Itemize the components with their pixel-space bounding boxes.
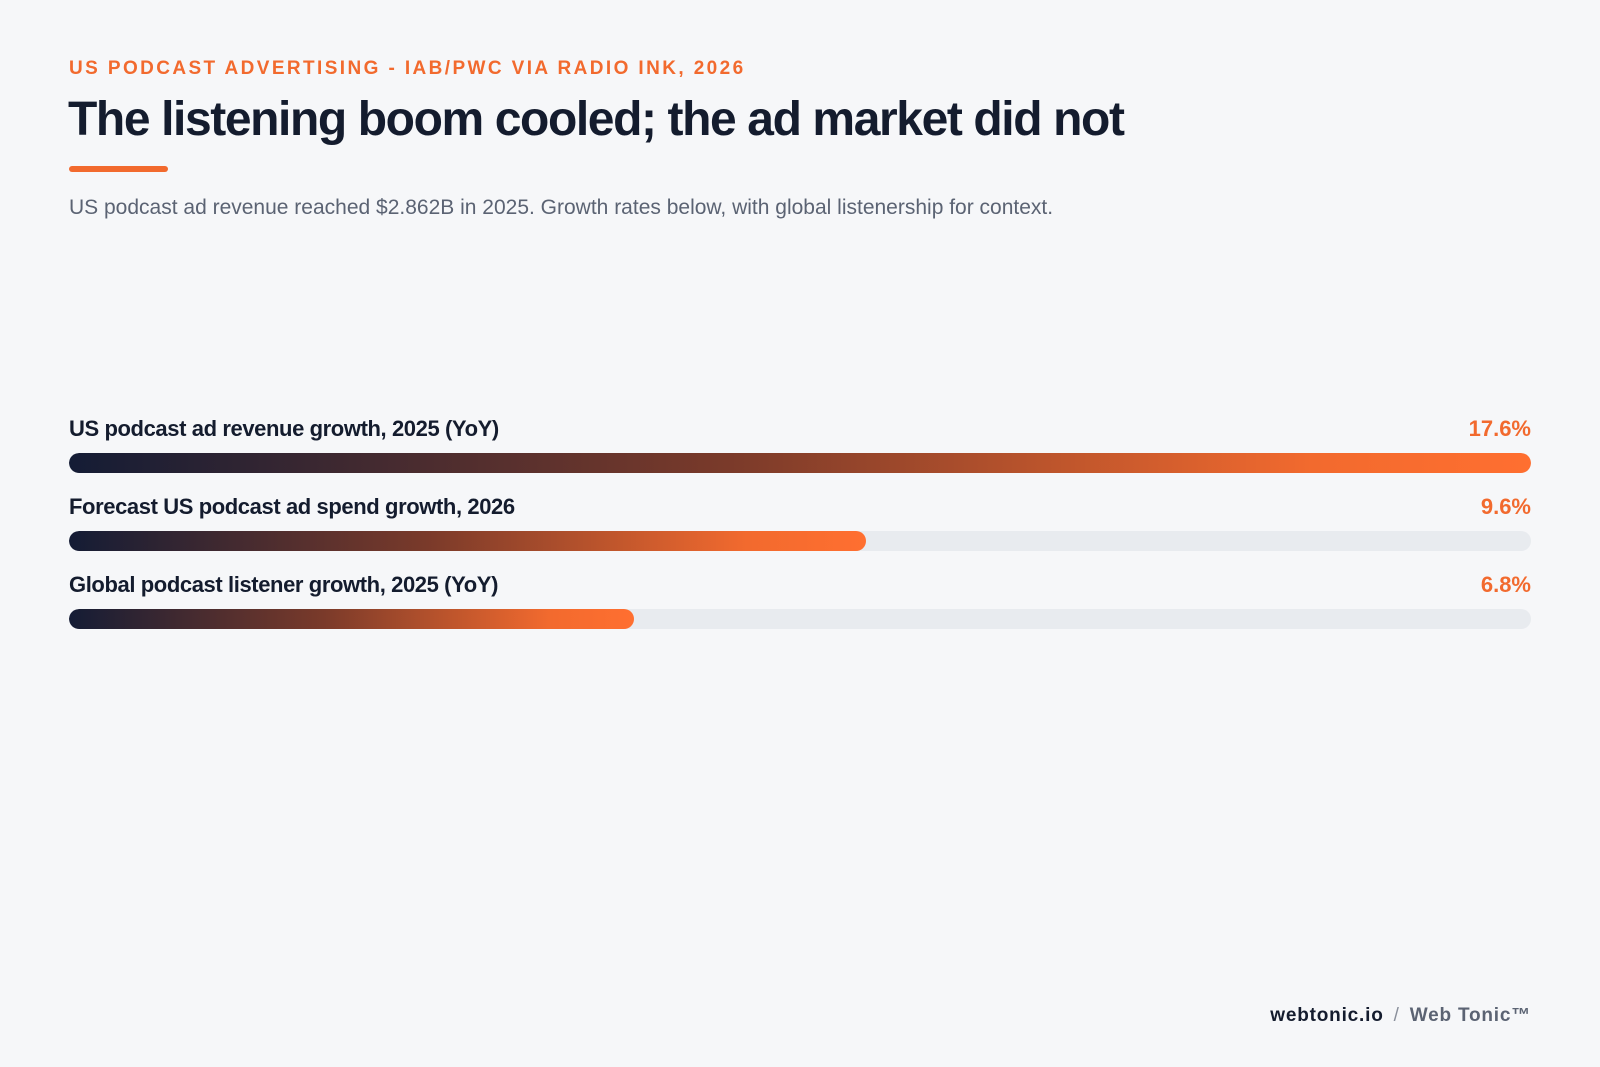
bar-fill: [69, 453, 1531, 473]
bar-track: [69, 453, 1531, 473]
bar-track: [69, 531, 1531, 551]
bar-row: Forecast US podcast ad spend growth, 202…: [69, 492, 1531, 570]
title-accent-rule: [69, 166, 168, 172]
footer-credit: webtonic.io / Web Tonic™: [1270, 1005, 1531, 1027]
bar-value-label: 17.6%: [1468, 416, 1531, 441]
chart-kicker: US PODCAST ADVERTISING - IAB/PWC VIA RAD…: [69, 58, 746, 79]
bar-label: US podcast ad revenue growth, 2025 (YoY): [69, 416, 499, 441]
footer-separator: /: [1393, 1005, 1400, 1026]
bar-label: Forecast US podcast ad spend growth, 202…: [69, 494, 515, 519]
bar-fill: [69, 609, 634, 629]
chart-subtitle: US podcast ad revenue reached $2.862B in…: [69, 196, 1054, 219]
bar-row: US podcast ad revenue growth, 2025 (YoY)…: [69, 414, 1531, 492]
bar-value-label: 6.8%: [1480, 572, 1531, 597]
bar-value-label: 9.6%: [1480, 494, 1531, 519]
bar-label: Global podcast listener growth, 2025 (Yo…: [69, 572, 498, 597]
chart-title: The listening boom cooled; the ad market…: [68, 93, 1125, 146]
bar-chart: US podcast ad revenue growth, 2025 (YoY)…: [69, 414, 1531, 648]
bar-row: Global podcast listener growth, 2025 (Yo…: [69, 570, 1531, 648]
bar-track: [69, 609, 1531, 629]
footer-domain: webtonic.io: [1270, 1005, 1384, 1026]
footer-brand: Web Tonic™: [1409, 1005, 1531, 1026]
bar-fill: [69, 531, 867, 551]
